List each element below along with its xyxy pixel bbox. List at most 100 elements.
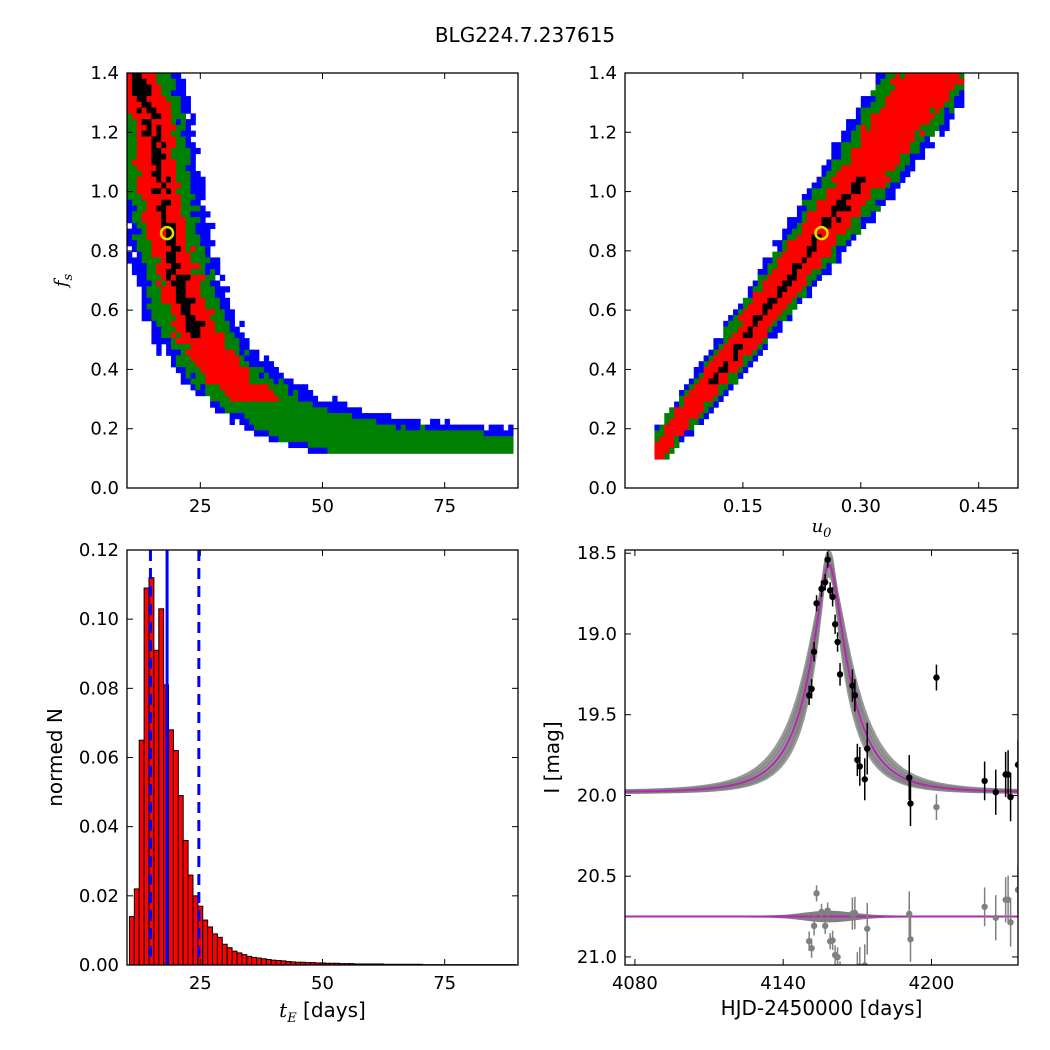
heat-cell	[742, 355, 749, 362]
heat-cell	[493, 447, 499, 454]
heat-cell	[175, 297, 182, 304]
heat-cell	[151, 78, 157, 85]
heat-cell	[469, 430, 475, 437]
residual-point	[992, 914, 999, 921]
heat-cell	[747, 332, 754, 339]
heat-cell	[728, 378, 734, 385]
heat-cell	[924, 84, 930, 91]
heat-cell	[234, 413, 240, 420]
heat-cell	[293, 436, 299, 443]
heat-cell	[366, 447, 372, 454]
heat-cell	[483, 430, 490, 437]
y-tick-label: 0.2	[588, 419, 617, 440]
heat-cell	[146, 297, 152, 304]
heat-cell	[772, 286, 778, 293]
heat-cell	[890, 107, 896, 114]
heat-cell	[283, 401, 289, 408]
heat-cell	[390, 441, 397, 449]
heat-cell	[288, 436, 294, 443]
heat-cell	[679, 407, 685, 414]
heat-cell	[959, 84, 965, 91]
heat-cell	[733, 332, 739, 339]
heat-cell	[254, 413, 260, 420]
heat-cell	[127, 119, 133, 126]
heat-cell	[180, 176, 187, 183]
heat-cell	[156, 251, 162, 258]
heat-cell	[929, 96, 935, 103]
heat-cell	[332, 436, 338, 443]
heat-cell	[180, 101, 187, 108]
confidence-region	[127, 73, 514, 454]
heat-cell	[449, 447, 455, 454]
heat-cell	[170, 165, 177, 172]
heat-cell	[161, 199, 167, 206]
heat-cell	[944, 101, 950, 108]
heat-cell	[390, 418, 397, 425]
heat-cell	[136, 268, 143, 276]
heat-cell	[268, 361, 275, 368]
residual-point	[861, 962, 868, 965]
heat-cell	[131, 217, 138, 224]
heat-cell	[166, 142, 172, 149]
heat-cell	[811, 274, 817, 281]
heat-cell	[742, 297, 749, 304]
heat-cell	[195, 361, 201, 368]
heat-cell	[249, 384, 255, 391]
heat-cell	[224, 297, 231, 304]
heat-cell	[161, 205, 167, 212]
heat-cell	[880, 136, 886, 143]
heat-cell	[166, 107, 172, 114]
heat-cell	[880, 176, 886, 183]
heat-cell	[337, 418, 343, 425]
heat-cell	[787, 297, 793, 304]
heat-cell	[156, 211, 162, 218]
heat-cell	[846, 240, 852, 247]
heat-cell	[131, 240, 138, 247]
heat-cell	[278, 413, 284, 420]
heat-cell	[909, 153, 916, 160]
heat-cell	[439, 447, 446, 454]
heat-cell	[439, 441, 446, 449]
heat-cell	[219, 320, 226, 328]
heat-cell	[944, 124, 950, 132]
heat-cell	[865, 113, 872, 120]
heat-cell	[792, 234, 798, 241]
heat-cell	[806, 211, 813, 218]
heat-cell	[870, 165, 876, 172]
heat-cell	[949, 107, 955, 114]
heat-cell	[806, 268, 813, 276]
heat-cell	[141, 182, 147, 189]
heat-cell	[914, 107, 921, 114]
data-point	[992, 789, 999, 796]
histogram-bar	[221, 943, 228, 966]
heat-cell	[214, 366, 221, 374]
heat-cell	[210, 303, 216, 310]
heat-cell	[924, 107, 930, 114]
heat-cell	[170, 361, 177, 368]
heat-cell	[860, 211, 867, 218]
heat-cell	[836, 142, 842, 149]
heat-cell	[890, 182, 896, 189]
heat-cell	[141, 176, 147, 183]
heat-cell	[816, 182, 822, 189]
heat-cell	[796, 297, 803, 304]
heat-cell	[229, 361, 235, 368]
heat-cell	[180, 343, 187, 351]
heat-cell	[733, 326, 739, 333]
heat-cell	[180, 84, 187, 91]
heat-cell	[254, 378, 260, 385]
heat-cell	[205, 349, 211, 356]
heat-cell	[136, 136, 143, 143]
heat-cell	[170, 240, 177, 247]
heat-cell	[166, 343, 172, 351]
heat-cell	[865, 205, 872, 212]
heat-cell	[234, 366, 240, 374]
heat-cell	[268, 436, 275, 443]
heat-cell	[831, 176, 837, 183]
heat-cell	[151, 234, 157, 241]
heat-cell	[698, 366, 704, 374]
heat-cell	[146, 182, 152, 189]
heat-cell	[478, 441, 485, 449]
heat-cell	[156, 309, 162, 316]
heat-cell	[831, 222, 837, 230]
